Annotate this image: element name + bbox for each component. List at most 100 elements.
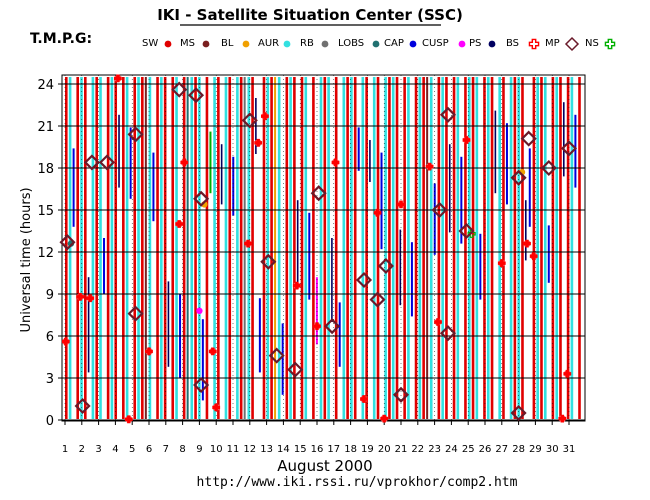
bow-shock-marker-cross <box>373 208 382 217</box>
magnetopause-marker <box>369 291 386 308</box>
region-stripe-ms <box>144 77 147 419</box>
region-stripe-aur <box>498 77 501 419</box>
bow-shock-marker-cross <box>114 74 122 83</box>
bow-shock-marker-cross <box>260 112 269 121</box>
region-stripe-ns <box>209 131 212 194</box>
region-stripe-aur <box>509 77 513 419</box>
region-stripe-cap <box>152 152 155 222</box>
region-stripe-aur <box>555 77 558 419</box>
x-tick-label: 12 <box>243 444 256 455</box>
bow-shock-marker <box>373 208 382 217</box>
region-stripe-aur <box>68 77 72 419</box>
magnetopause-marker <box>510 404 527 422</box>
legend-label-cap: CAP <box>384 38 404 49</box>
region-stripe-aur <box>213 77 216 419</box>
x-axis-label: August 2000 <box>277 457 372 475</box>
region-stripe-aur <box>289 77 292 419</box>
y-tick-label: 15 <box>37 204 54 219</box>
magnetopause-marker <box>540 159 557 177</box>
bow-shock-marker <box>434 318 442 326</box>
region-stripe-ps <box>494 110 497 194</box>
region-stripe-ps <box>562 102 565 177</box>
region-stripe-sw <box>464 77 467 419</box>
region-stripe-aur <box>80 77 83 419</box>
x-tick-label: 20 <box>378 444 391 455</box>
x-tick-label: 11 <box>227 444 240 455</box>
region-stripe-sw <box>521 77 524 419</box>
legend-label-mp: MP <box>545 38 560 49</box>
x-tick-label: 1 <box>62 444 68 455</box>
legend-label-bs: BS <box>506 38 519 49</box>
region-stripe-aur <box>407 77 410 419</box>
bow-shock-marker <box>563 369 572 378</box>
bow-shock-marker <box>360 395 368 403</box>
region-stripe-aur <box>266 77 270 419</box>
region-stripe-sw <box>262 77 266 419</box>
region-stripe-aur <box>236 77 239 419</box>
x-tick-label: 28 <box>512 444 525 455</box>
bow-shock-marker-cross <box>397 200 405 209</box>
region-stripe-cap <box>308 212 311 300</box>
x-tick-label: 6 <box>146 444 152 455</box>
magnetopause-marker <box>127 305 144 322</box>
magnetopause-marker <box>560 140 578 157</box>
region-stripe-cap <box>72 148 75 227</box>
bow-shock-marker <box>61 337 70 346</box>
bow-shock-marker <box>380 414 389 423</box>
legend-label-bl: BL <box>221 38 234 49</box>
magnetopause-marker <box>127 126 144 143</box>
magnetopause-marker <box>510 169 527 186</box>
magnetopause-marker <box>83 154 100 171</box>
region-stripe-cap <box>505 123 508 205</box>
x-tick-label: 4 <box>112 444 118 455</box>
bow-shock-marker <box>212 403 221 412</box>
y-tick-label: 12 <box>37 246 54 261</box>
magnetopause-marker <box>439 106 457 123</box>
region-stripe-sw <box>376 77 380 419</box>
region-stripe-cusp <box>315 277 318 345</box>
bow-shock-marker-cross <box>76 292 84 301</box>
region-stripe-aur <box>372 77 376 419</box>
x-tick-label: 27 <box>495 444 508 455</box>
region-stripe-sw <box>388 77 391 419</box>
bow-shock-marker <box>558 414 567 423</box>
region-stripe-sw <box>228 77 232 419</box>
legend-label-aur: AUR <box>258 38 279 49</box>
legend-marker-cusp <box>458 40 466 48</box>
region-stripe-cap <box>232 156 235 216</box>
region-stripe-aur <box>137 77 140 419</box>
bow-shock-marker-cross <box>425 162 434 171</box>
region-stripe-sw <box>513 77 517 419</box>
magnetopause-marker <box>324 318 341 335</box>
bow-shock-marker-cross <box>212 403 221 412</box>
x-tick-label: 18 <box>344 444 357 455</box>
region-stripe-ps <box>331 238 333 322</box>
x-tick-label: 26 <box>479 444 492 455</box>
magnetopause-marker <box>439 325 457 342</box>
region-stripe-sw <box>532 77 536 419</box>
region-stripe-cap <box>357 127 360 171</box>
bow-shock-marker-cross <box>529 252 538 261</box>
magnetopause-marker <box>458 222 475 240</box>
magnetopause-marker <box>520 130 537 147</box>
region-stripe-sw <box>395 77 399 419</box>
footer-url[interactable]: http://www.iki.rssi.ru/vprokhor/comp2.ht… <box>197 475 518 490</box>
bow-shock-marker-cross <box>497 259 506 268</box>
region-stripe-aur <box>441 77 444 419</box>
region-stripe-sw <box>270 77 273 419</box>
legend-marker-sw <box>164 40 172 48</box>
bow-shock-marker <box>180 158 189 167</box>
region-stripe-aur <box>486 77 490 419</box>
bow-shock-marker <box>76 292 84 301</box>
region-stripe-ps <box>167 281 170 367</box>
crossing-markers <box>59 74 578 424</box>
chart-title: IKI - Satellite Situation Center (SSC) <box>157 6 463 24</box>
region-stripe-sw <box>502 77 505 419</box>
region-stripe-cap <box>479 233 482 300</box>
region-stripe-aur <box>467 77 471 419</box>
bow-shock-marker <box>208 347 217 356</box>
region-stripe-sw <box>285 77 289 419</box>
x-tick-label: 23 <box>428 444 441 455</box>
magnetopause-marker <box>377 257 394 275</box>
region-stripe-sw <box>403 77 406 419</box>
